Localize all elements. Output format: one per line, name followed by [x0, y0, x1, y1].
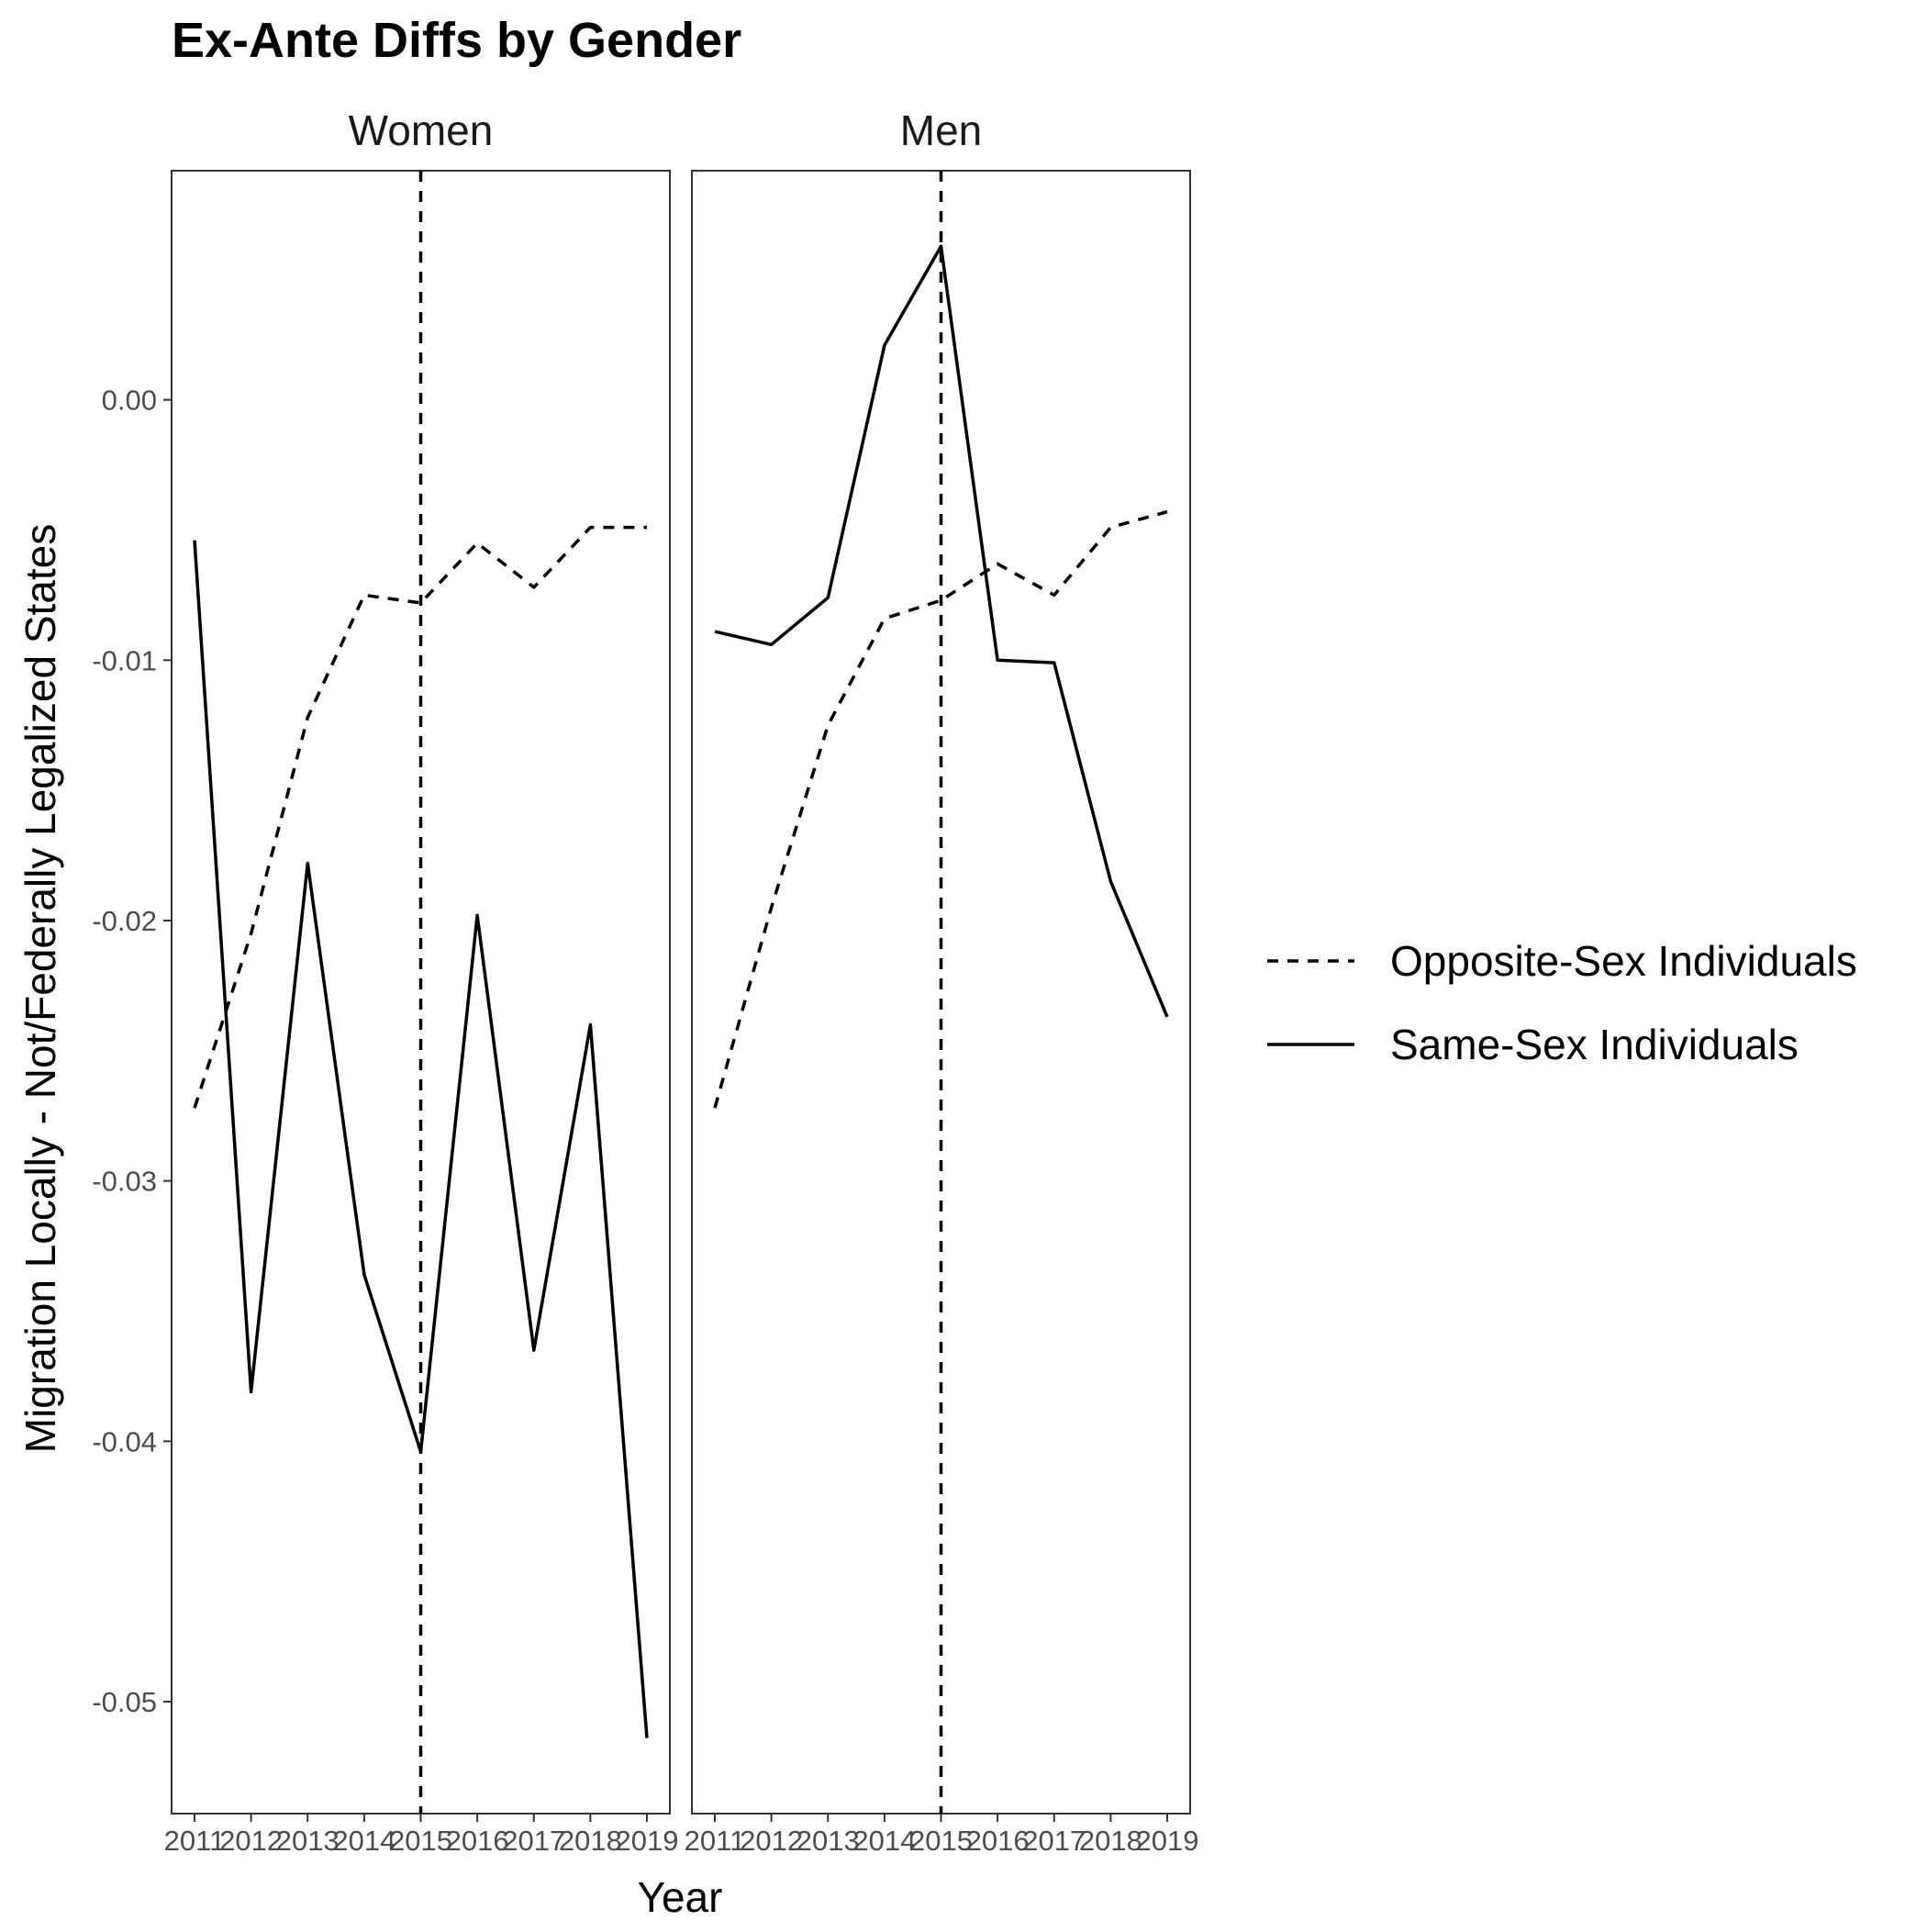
x-tick-label: 2019: [616, 1825, 679, 1857]
y-tick-label: -0.01: [92, 644, 157, 676]
y-tick-label: -0.05: [92, 1686, 157, 1718]
x-tick-label: 2014: [332, 1825, 395, 1857]
x-tick-label: 2016: [966, 1825, 1030, 1857]
x-tick-label: 2013: [796, 1825, 860, 1857]
x-tick-label: 2019: [1136, 1825, 1199, 1857]
legend: Opposite-Sex Individuals Same-Sex Individ…: [1267, 937, 1857, 1068]
series-line-opposite-sex-individuals: [193, 525, 647, 1109]
facet-label: Men: [900, 106, 982, 154]
x-tick-label: 2015: [909, 1825, 973, 1857]
y-axis-title: Migration Locally - Not/Federally Legali…: [17, 524, 64, 1454]
x-tick-label: 2016: [446, 1825, 509, 1857]
x-tick-label: 2014: [852, 1825, 916, 1857]
x-tick-label: 2017: [1022, 1825, 1086, 1857]
x-tick-label: 2013: [276, 1825, 340, 1857]
legend-label: Opposite-Sex Individuals: [1390, 937, 1857, 985]
x-axis-title: Year: [638, 1873, 723, 1921]
series-line-opposite-sex-individuals: [713, 509, 1168, 1109]
facet-panels: Women20112012201320142015201620172018201…: [92, 106, 1198, 1857]
x-tick-label: 2018: [559, 1825, 622, 1857]
legend-item: Opposite-Sex Individuals: [1267, 937, 1857, 985]
facet-label: Women: [349, 106, 494, 154]
x-tick-label: 2012: [740, 1825, 803, 1857]
legend-label: Same-Sex Individuals: [1390, 1021, 1799, 1068]
legend-item: Same-Sex Individuals: [1267, 1021, 1799, 1068]
x-tick-label: 2015: [389, 1825, 452, 1857]
chart-title: Ex-Ante Diffs by Gender: [172, 13, 741, 68]
series-line-same-sex-individuals: [193, 540, 649, 1738]
y-tick-label: 0.00: [102, 385, 157, 417]
y-tick-label: -0.02: [92, 905, 157, 937]
x-tick-label: 2017: [502, 1825, 565, 1857]
x-tick-label: 2012: [219, 1825, 283, 1857]
x-tick-label: 2011: [164, 1825, 226, 1857]
y-tick-label: -0.03: [92, 1166, 157, 1198]
facet-panel-women: Women 20112012201320142015201620172018201…: [92, 106, 678, 1857]
y-tick-label: -0.04: [92, 1425, 157, 1457]
series-line-same-sex-individuals: [714, 244, 1169, 1018]
x-tick-label: 2018: [1079, 1825, 1142, 1857]
x-tick-label: 2011: [685, 1825, 746, 1857]
